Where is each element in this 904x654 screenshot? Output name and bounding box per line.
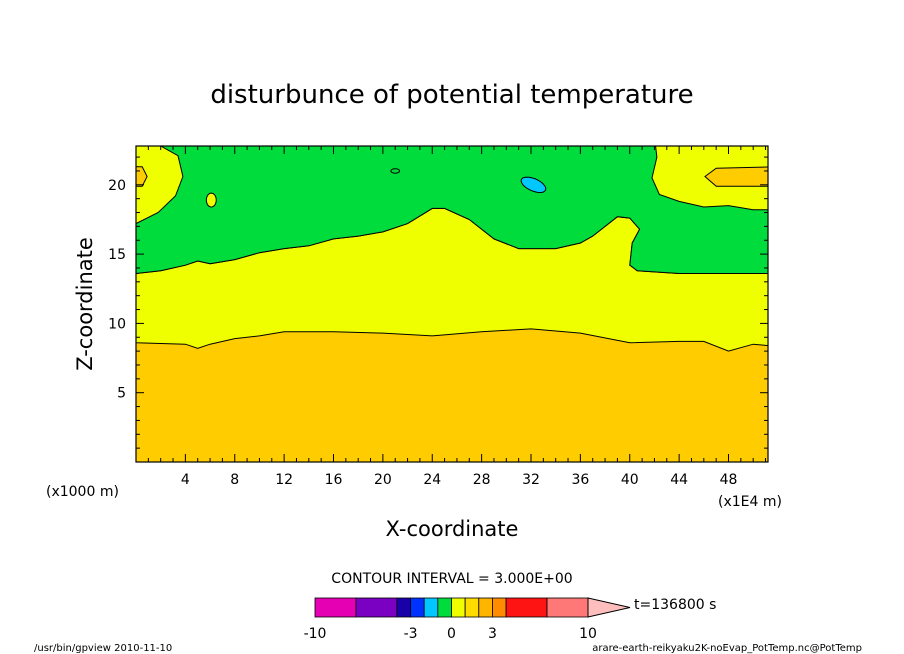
x-tick-label: 24 — [423, 472, 441, 488]
colorbar-arrow — [587, 597, 631, 618]
colorbar-tick-label: 10 — [579, 626, 597, 642]
colorbar-bin — [396, 597, 411, 618]
contour-interval-label: CONTOUR INTERVAL = 3.000E+00 — [331, 571, 572, 587]
colorbar-bin — [492, 597, 507, 618]
colorbar-bin — [546, 597, 589, 618]
footer-left: /usr/bin/gpview 2010-11-10 — [34, 643, 172, 654]
plot-area — [136, 146, 768, 462]
left-edge-core-fill — [136, 166, 148, 187]
upper-layer-fill — [136, 146, 768, 275]
x-tick-label: 36 — [571, 472, 589, 488]
y-axis-label: Z-coordinate — [73, 237, 97, 371]
x-axis-label: X-coordinate — [386, 517, 519, 541]
x-tick-label: 4 — [181, 472, 190, 488]
colorbar-bin — [314, 597, 357, 618]
colorbar-tick-label: -10 — [304, 626, 327, 642]
x-tick-label: 20 — [374, 472, 392, 488]
colorbar-tick-label: -3 — [404, 626, 418, 642]
colorbar-bin — [451, 597, 466, 618]
x-tick-label: 40 — [621, 472, 639, 488]
x-unit-label: (x1E4 m) — [718, 494, 782, 510]
x-tick-label: 48 — [720, 472, 738, 488]
x-tick-label: 16 — [325, 472, 343, 488]
colorbar-bin — [423, 597, 439, 618]
y-tick-label: 10 — [108, 316, 126, 332]
chart-title: disturbunce of potential temperature — [210, 80, 693, 110]
colorbar — [314, 597, 631, 618]
axis-ticks — [136, 146, 768, 462]
colorbar-bin — [505, 597, 548, 618]
time-label: t=136800 s — [634, 597, 716, 613]
colorbar-tick-labels: -10 -3 0 3 10 — [304, 626, 597, 642]
colorbar-tick-label: 3 — [488, 626, 497, 642]
upper-left-warm-fill — [136, 146, 184, 225]
plot-frame — [135, 145, 769, 463]
x-tick-label: 12 — [275, 472, 293, 488]
small-warm-cell-fill — [205, 192, 217, 208]
y-tick-label: 15 — [108, 247, 126, 263]
x-tick-label: 32 — [522, 472, 540, 488]
y-unit-label: (x1000 m) — [46, 484, 119, 500]
right-core-fill — [704, 166, 768, 187]
colorbar-bin — [478, 597, 493, 618]
x-tick-label: 8 — [230, 472, 239, 488]
small-cold-cell-fill — [520, 176, 547, 194]
colorbar-bin — [410, 597, 425, 618]
colorbar-bin — [437, 597, 452, 618]
y-tick-labels: 5 10 15 20 — [108, 178, 126, 402]
footer-right: arare-earth-reikyaku2K-noEvap_PotTemp.nc… — [592, 643, 862, 654]
x-tick-labels: 4 8 12 16 20 24 28 32 36 40 44 48 — [181, 472, 738, 488]
colorbar-bin — [355, 597, 398, 618]
y-tick-label: 20 — [108, 178, 126, 194]
x-tick-label: 44 — [670, 472, 688, 488]
y-tick-label: 5 — [117, 386, 126, 402]
colorbar-tick-label: 0 — [447, 626, 456, 642]
colorbar-bin — [464, 597, 480, 618]
tiny-green-cell-fill — [390, 168, 400, 174]
x-tick-label: 28 — [473, 472, 491, 488]
